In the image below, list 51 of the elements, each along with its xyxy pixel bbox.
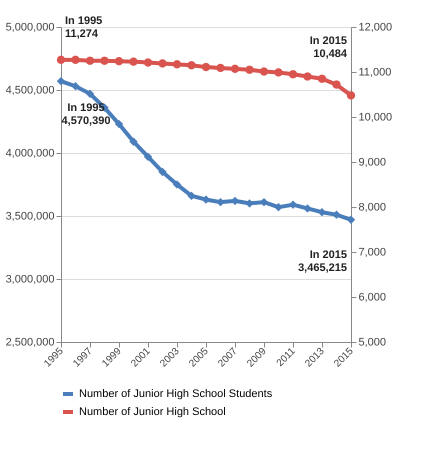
y-tick-label: 5,000,000 [6,22,54,34]
point [172,60,182,69]
point [346,91,356,100]
point [144,58,152,67]
point [114,120,124,128]
point [100,56,109,65]
point [187,192,196,200]
point [144,152,152,161]
point [346,216,356,224]
point [274,68,283,77]
point [56,76,66,86]
point [71,56,80,64]
point [216,64,225,72]
annotation: In 2015 3,465,215 [298,249,347,274]
legend-label: Number of Junior High School Students [79,388,273,400]
y2-tick-label: 9,000 [358,156,386,168]
point [158,168,167,176]
y-tick-label: 4,000,000 [6,148,54,160]
point [86,56,94,65]
y2-tick-label: 5,000 [358,336,386,348]
y-tick-label: 4,500,000 [6,84,54,96]
point [303,204,312,213]
point [172,180,182,189]
point [202,62,210,72]
y-tick-label: 2,500,000 [6,336,54,348]
annotation: In 2015 10,484 [310,35,348,60]
y2-tick-label: 11,000 [358,66,392,78]
point [303,72,312,81]
y2-tick-label: 6,000 [358,292,386,304]
point [71,82,80,90]
point [86,90,94,98]
point [260,67,268,76]
point [245,66,254,74]
y-tick-label: 3,000,000 [6,274,54,286]
point [187,61,196,70]
y2-tick-label: 8,000 [358,202,386,214]
point [56,56,66,64]
point [332,80,341,89]
y-tick-label: 3,500,000 [6,210,54,222]
point [129,57,138,66]
y2-tick-label: 10,000 [358,112,392,124]
annotation: In 1995 11,274 [65,15,102,40]
y2-tick-label: 7,000 [358,246,386,258]
point [114,57,124,66]
legend-label: Number of Junior High School [79,406,226,418]
point [288,70,298,78]
point [158,59,167,68]
point [318,74,326,83]
y2-tick-label: 12,000 [358,22,392,34]
point [230,64,240,74]
point [129,137,138,146]
